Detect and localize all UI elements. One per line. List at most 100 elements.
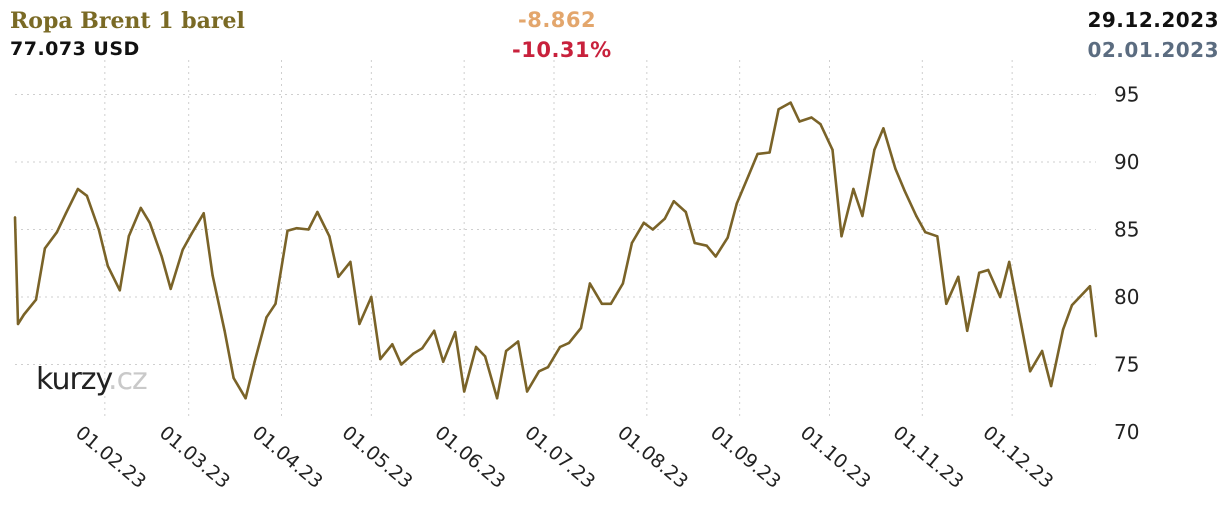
change-percent: -10.31%	[512, 38, 612, 62]
series-line	[13, 101, 1098, 400]
data-point	[328, 235, 331, 238]
data-point	[1019, 322, 1023, 326]
data-point	[265, 316, 268, 319]
data-point	[1070, 303, 1074, 307]
x-tick-label: 01.06.23	[431, 422, 510, 493]
data-point	[118, 289, 122, 292]
data-point	[588, 282, 592, 285]
change-absolute: -8.862	[518, 8, 597, 32]
data-point	[190, 232, 193, 235]
data-point	[516, 340, 520, 343]
data-point	[400, 363, 403, 366]
data-point	[525, 390, 529, 393]
watermark-main: kurzy	[36, 362, 109, 397]
data-point	[244, 397, 247, 400]
data-point	[495, 397, 499, 400]
data-point	[957, 275, 960, 278]
data-point	[55, 231, 59, 234]
data-point	[651, 228, 654, 231]
data-point	[1088, 285, 1092, 288]
data-point	[85, 194, 89, 197]
data-point	[43, 247, 47, 250]
data-point	[76, 187, 80, 191]
data-point	[789, 101, 792, 104]
x-tick-label: 01.10.23	[796, 422, 875, 493]
data-point	[747, 174, 750, 177]
data-point	[903, 189, 906, 192]
data-point	[127, 235, 130, 238]
data-point	[274, 302, 277, 305]
x-tick-label: 01.12.23	[979, 422, 1058, 493]
data-point	[22, 313, 26, 316]
data-point	[160, 255, 163, 258]
data-point	[463, 390, 466, 393]
data-point	[672, 200, 675, 203]
data-point	[370, 295, 373, 299]
data-point	[945, 302, 948, 305]
data-point	[567, 341, 571, 345]
data-point	[16, 322, 20, 326]
y-tick-label: 80	[1114, 285, 1139, 309]
data-point	[600, 302, 604, 305]
data-point	[379, 357, 382, 361]
data-point	[232, 376, 235, 380]
date-to: 29.12.2023	[1087, 8, 1219, 32]
data-point	[663, 217, 666, 220]
data-point	[202, 212, 205, 215]
data-point	[1049, 384, 1053, 388]
chart-grid	[15, 60, 1096, 420]
data-point	[987, 268, 990, 272]
data-point	[286, 229, 289, 232]
data-point	[211, 274, 214, 277]
data-point	[726, 236, 729, 239]
data-point	[621, 282, 625, 285]
data-point	[139, 206, 142, 210]
data-point	[97, 228, 101, 231]
data-point	[915, 214, 918, 218]
data-point	[337, 275, 340, 278]
x-tick-label: 01.03.23	[155, 422, 234, 493]
data-point	[978, 271, 981, 274]
x-tick-label: 01.04.23	[248, 422, 327, 493]
data-point	[64, 212, 68, 215]
data-point	[391, 343, 394, 346]
data-point	[412, 352, 415, 355]
y-tick-label: 75	[1114, 353, 1139, 377]
data-point	[714, 255, 717, 258]
data-point	[546, 366, 550, 369]
y-tick-label: 90	[1114, 150, 1139, 174]
data-point	[148, 221, 151, 224]
price-series	[13, 101, 1098, 400]
x-tick-label: 01.09.23	[706, 422, 785, 493]
data-point	[810, 116, 813, 119]
data-point	[1040, 349, 1044, 353]
data-point	[999, 295, 1002, 299]
data-point	[798, 120, 801, 123]
data-point	[295, 227, 298, 230]
data-point	[966, 329, 969, 332]
data-point	[693, 241, 696, 245]
data-point	[421, 347, 424, 350]
data-point	[253, 360, 256, 363]
x-tick-label: 01.07.23	[520, 422, 599, 493]
data-point	[169, 287, 172, 291]
date-from: 02.01.2023	[1087, 38, 1219, 62]
data-point	[433, 329, 436, 332]
data-point	[106, 264, 110, 268]
data-point	[768, 151, 771, 154]
x-axis: 01.02.23 01.03.23 01.04.23 01.05.23 01.06.23…	[71, 422, 1057, 493]
data-point	[630, 241, 634, 245]
data-point	[756, 152, 759, 156]
data-point	[1094, 335, 1098, 338]
data-point	[223, 329, 226, 332]
x-tick-label: 01.05.23	[338, 422, 417, 493]
data-point	[735, 202, 738, 205]
data-point	[861, 214, 864, 218]
data-point	[852, 187, 855, 191]
data-point	[307, 228, 310, 231]
data-point	[358, 322, 361, 326]
data-point	[558, 345, 562, 349]
data-point	[316, 210, 319, 214]
data-point	[181, 248, 184, 251]
